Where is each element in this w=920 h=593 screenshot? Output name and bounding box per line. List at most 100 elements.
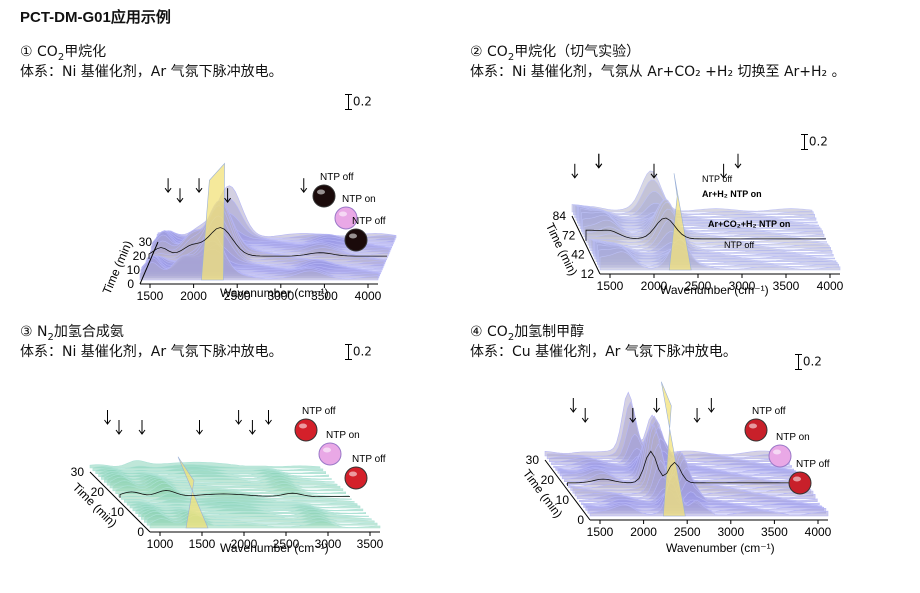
arrow-head xyxy=(595,163,603,169)
y-tick-label: 10 xyxy=(111,505,125,519)
ntp-state-label: NTP off xyxy=(702,174,733,184)
spectra-slices xyxy=(544,381,829,517)
panel-heading: ③ N2加氢合成氨 xyxy=(20,324,124,343)
plasma-off-icon xyxy=(344,466,368,490)
panel-co2-methanation: ① CO2甲烷化 体系：Ni 基催化剂，Ar 气氛下脉冲放电。 0.2 1500… xyxy=(20,42,460,312)
y-axis-line xyxy=(544,459,591,521)
band-arrows xyxy=(571,153,742,179)
plasma-off-icon xyxy=(312,184,336,208)
y-axis-line xyxy=(139,241,159,285)
y-axis-line xyxy=(571,215,601,275)
spectrum-slice xyxy=(587,201,829,246)
spectrum-slice xyxy=(589,473,829,517)
ball-highlight xyxy=(773,449,781,455)
x-tick-label: 3500 xyxy=(311,289,338,303)
ntp-states: NTP off NTP on NTP off xyxy=(294,406,386,490)
arrow-head xyxy=(581,417,589,423)
ntp-state-label: Ar+CO₂+H₂ NTP on xyxy=(708,219,790,229)
y-axis-line xyxy=(89,471,151,533)
arrow-head xyxy=(235,419,242,425)
x-tick-label: 2500 xyxy=(224,289,251,303)
x-axis-label: Wavenumber (cm⁻¹) xyxy=(220,541,329,555)
arrow-head xyxy=(734,163,742,169)
y-tick-label: 10 xyxy=(127,263,141,277)
ball-highlight xyxy=(317,189,325,195)
spectra-3d-plot: 1000 1500 2000 2500 3000 3500 0 10 20 30 Wavenumbe… xyxy=(70,406,386,555)
spectrum-slice xyxy=(89,460,321,469)
x-tick-label: 2000 xyxy=(630,525,657,539)
x-tick-label: 1500 xyxy=(137,289,164,303)
plasma-off-icon xyxy=(344,228,368,252)
band-arrows xyxy=(164,178,331,204)
spectrum-slice xyxy=(599,239,841,271)
arrow-head xyxy=(115,429,123,435)
ntp-states: NTP off NTP on NTP off xyxy=(744,406,830,495)
arrow-head xyxy=(571,173,579,179)
x-tick-label: 1500 xyxy=(597,279,624,293)
y-tick-label: 42 xyxy=(571,248,585,262)
ntp-states: NTP off Ar+H₂ NTP on Ar+CO₂+H₂ NTP on NTP o… xyxy=(702,174,790,250)
spectrum-slice xyxy=(583,491,822,508)
x-tick-label: 3500 xyxy=(357,537,384,551)
scale-bar: 0.2 xyxy=(345,344,372,360)
arrow-head xyxy=(224,197,231,204)
x-axis-label: Wavenumber (cm⁻¹) xyxy=(220,286,329,300)
spectrum-trace xyxy=(585,217,826,241)
main-peak-surface xyxy=(668,173,692,271)
spectrum-trace xyxy=(119,490,350,498)
y-tick-label: 0 xyxy=(137,525,144,539)
x-tick-label: 2000 xyxy=(231,537,258,551)
ball-highlight xyxy=(749,423,757,429)
x-tick-label: 3500 xyxy=(773,279,800,293)
arrow-head xyxy=(104,419,111,425)
spectra-slices xyxy=(139,162,397,281)
arrow-head xyxy=(653,407,660,413)
spectrum-trace xyxy=(148,227,387,259)
arrow-head xyxy=(720,173,727,179)
plasma-off-icon xyxy=(744,418,768,442)
ntp-state-label: NTP off xyxy=(352,454,386,465)
y-tick-label: 30 xyxy=(526,453,540,467)
plasma-on-icon xyxy=(768,444,792,468)
y-tick-label: 30 xyxy=(139,235,153,249)
arrow-head xyxy=(693,417,701,423)
x-tick-label: 2500 xyxy=(674,525,701,539)
arrow-head xyxy=(650,173,658,179)
main-peak-surface xyxy=(177,456,209,529)
main-peak-surface xyxy=(201,162,225,281)
spectrum-slice xyxy=(149,514,381,529)
ntp-state-label: NTP off xyxy=(752,406,786,417)
x-tick-label: 3500 xyxy=(761,525,788,539)
panel-n2-ammonia: ③ N2加氢合成氨 体系：Ni 基催化剂，Ar 气氛下脉冲放电。 0.2 100… xyxy=(20,322,460,592)
x-axis-label: Wavenumber (cm⁻¹) xyxy=(660,283,769,297)
arrow-head xyxy=(707,407,715,413)
ball-highlight xyxy=(339,211,347,217)
x-tick-label: 2500 xyxy=(685,279,712,293)
x-tick-label: 3000 xyxy=(717,525,744,539)
arrow-head xyxy=(176,197,184,204)
scale-bar: 0.2 xyxy=(795,354,822,370)
panel-system-text: 体系：Ni 基催化剂，气氛从 Ar+CO₂ +H₂ 切换至 Ar+H₂ 。 xyxy=(470,64,846,80)
arrow-head xyxy=(629,417,637,423)
y-tick-label: 12 xyxy=(581,267,595,281)
y-tick-label: 20 xyxy=(541,473,555,487)
x-tick-label: 4000 xyxy=(355,289,382,303)
ball-highlight xyxy=(349,471,357,477)
y-tick-label: 20 xyxy=(133,249,147,263)
arrow-head xyxy=(138,429,146,435)
scale-bar: 0.2 xyxy=(801,134,828,150)
ball-highlight xyxy=(793,476,801,482)
arrow-head xyxy=(196,429,203,435)
spectra-slices xyxy=(571,170,841,271)
ntp-state-label: NTP off xyxy=(320,172,354,183)
ntp-state-label: NTP off xyxy=(352,216,386,227)
plasma-on-icon xyxy=(318,442,342,466)
y-tick-label: 0 xyxy=(127,277,134,291)
ntp-state-label: NTP off xyxy=(724,240,755,250)
plasma-off-icon xyxy=(294,418,318,442)
ntp-state-label: NTP on xyxy=(776,432,810,443)
x-tick-label: 2000 xyxy=(180,289,207,303)
arrow-head xyxy=(249,429,256,435)
x-tick-label: 2000 xyxy=(641,279,668,293)
